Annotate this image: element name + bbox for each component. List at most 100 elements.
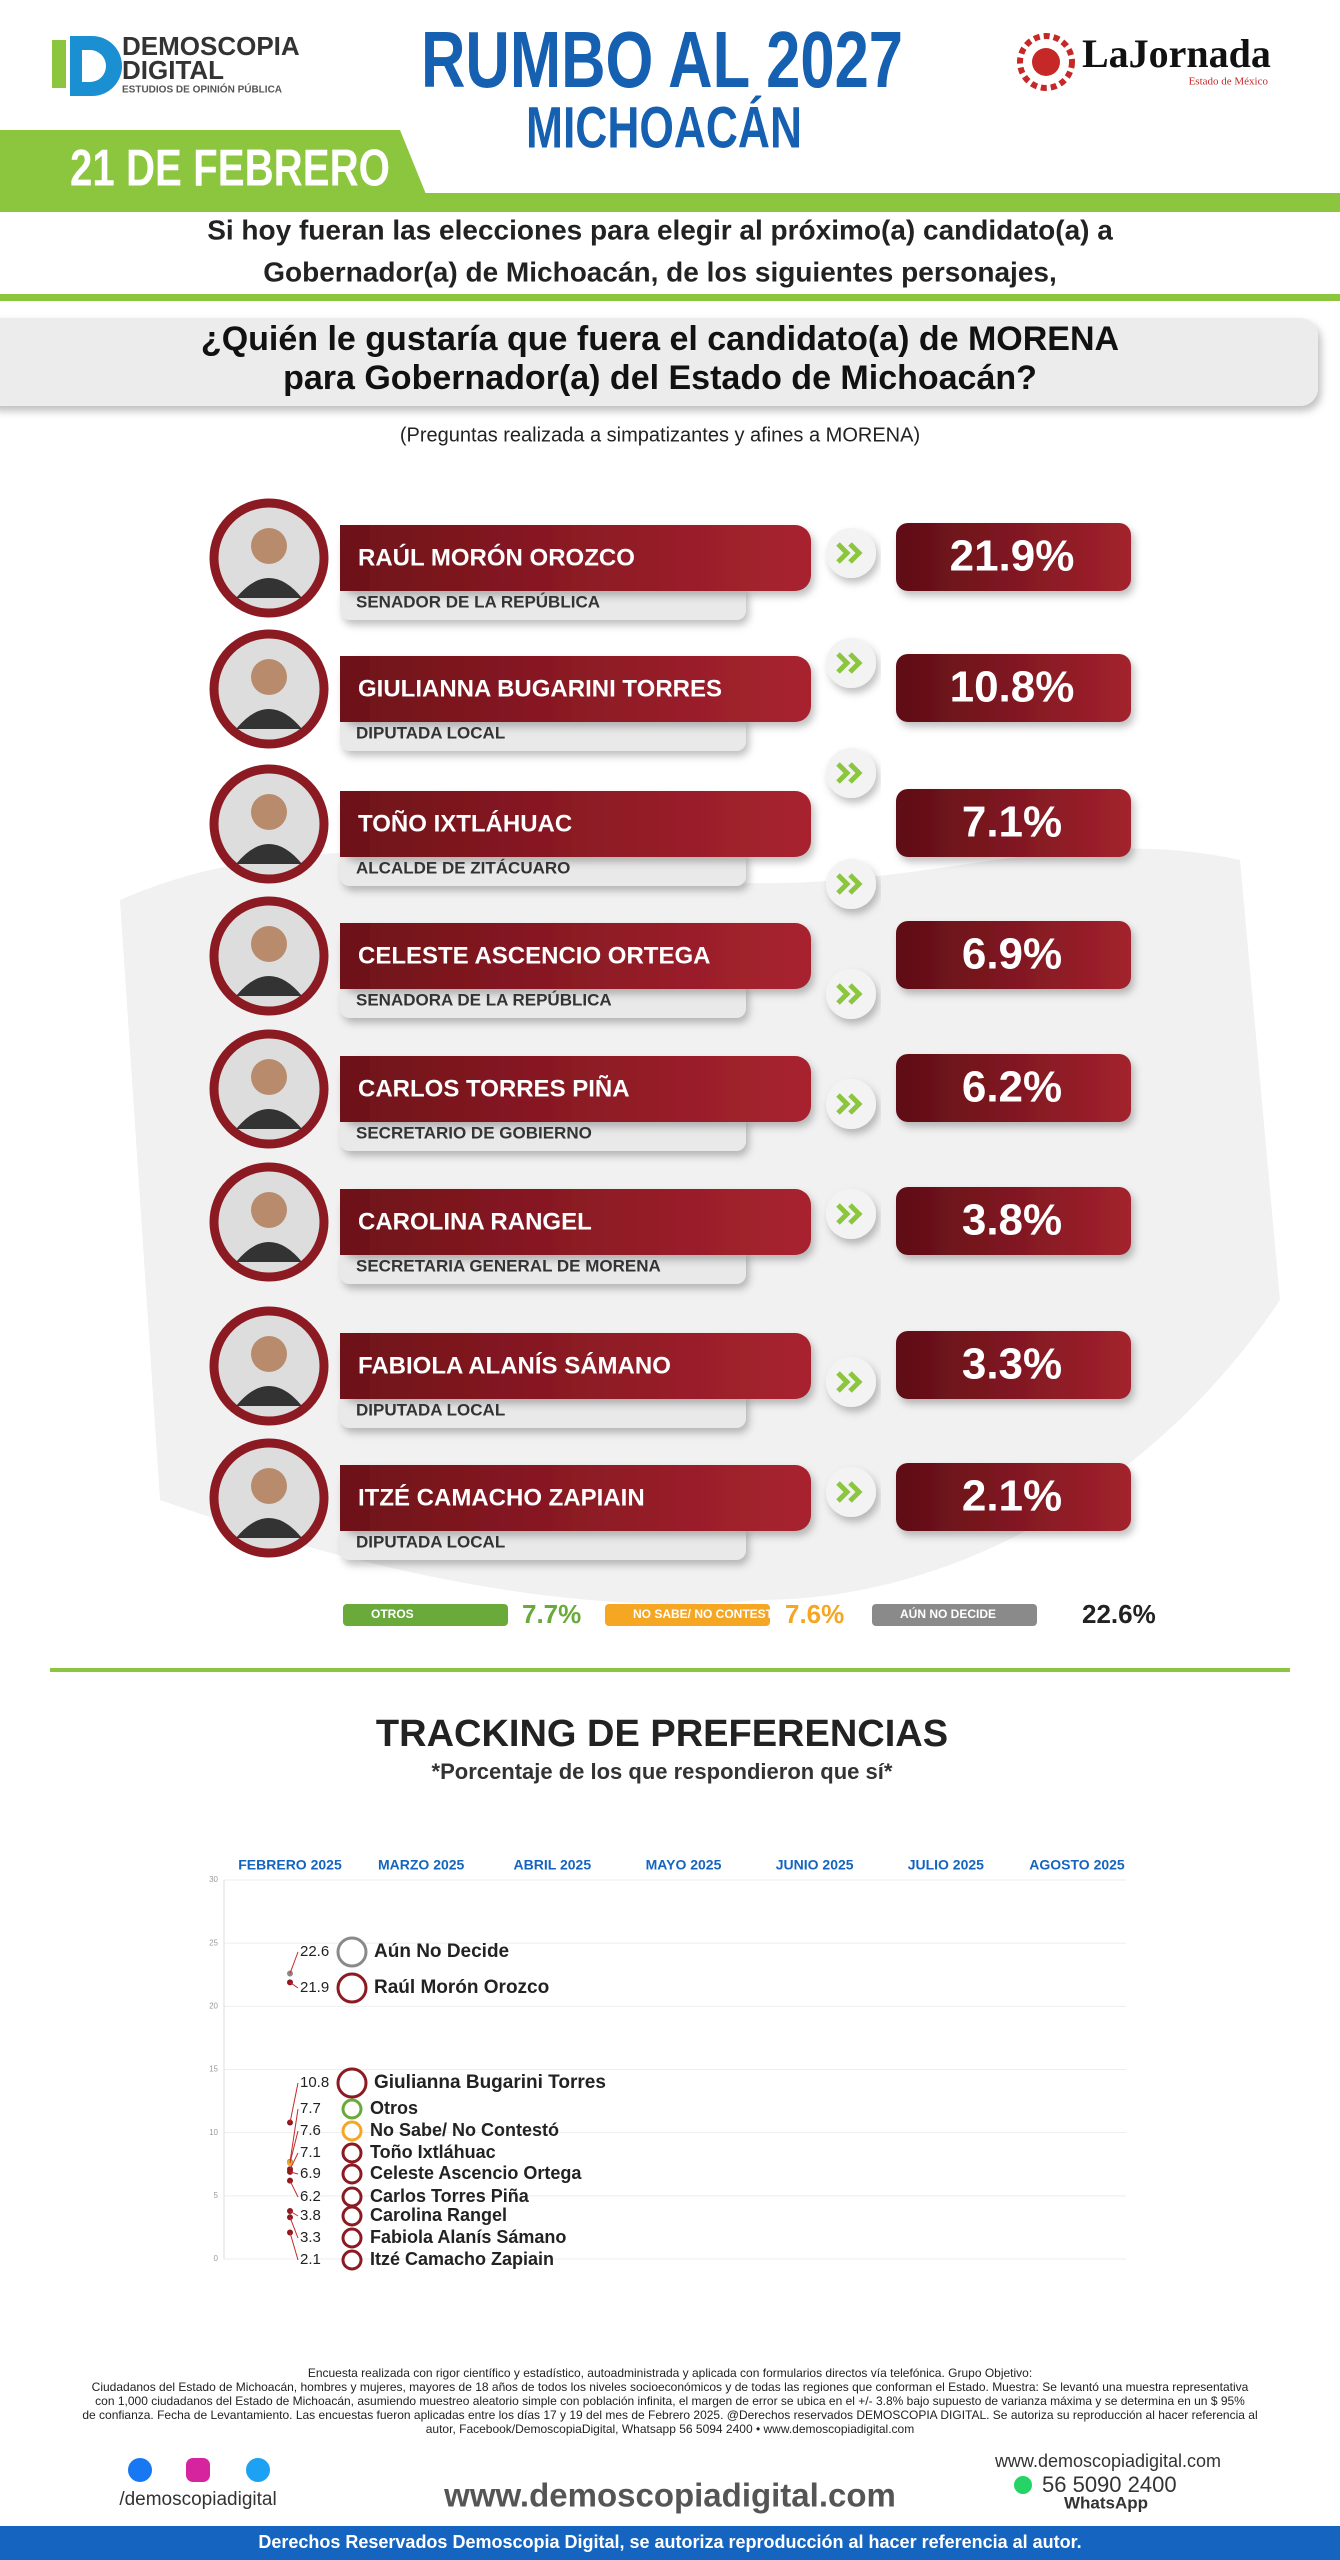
photo-head (251, 528, 287, 564)
name-bar-edge (340, 525, 370, 591)
main-subtitle: MICHOACÁN (526, 95, 802, 160)
contact-site[interactable]: www.demoscopiadigital.com (994, 2451, 1221, 2471)
intro-line: Si hoy fueran las elecciones para elegir… (207, 214, 1113, 245)
candidate-name: ITZÉ CAMACHO ZAPIAIN (358, 1483, 645, 1511)
candidate-row: TOÑO IXTLÁHUAC ALCALDE DE ZITÁCUARO 7.1% (209, 764, 1131, 886)
section-divider (50, 1668, 1290, 1672)
candidate-role: ALCALDE DE ZITÁCUARO (356, 858, 570, 877)
photo-head (251, 1192, 287, 1228)
x-tick-label: MAYO 2025 (646, 1857, 722, 1873)
arrow-chevrons (836, 762, 863, 784)
legend-name: Toño Ixtláhuac (370, 2142, 496, 2162)
instagram-icon[interactable] (186, 2458, 210, 2482)
photo-head (251, 659, 287, 695)
whatsapp-icon (1014, 2476, 1032, 2494)
arrow-circle (826, 638, 876, 688)
leader-line (289, 2082, 299, 2123)
chart-title: TRACKING DE PREFERENCIAS (376, 1713, 948, 1755)
facebook-icon[interactable] (128, 2458, 152, 2482)
partner-emblem (1017, 33, 1075, 91)
candidate-result: 6.2% (962, 1063, 1062, 1112)
candidate-row: ITZÉ CAMACHO ZAPIAIN DIPUTADA LOCAL 2.1% (209, 1438, 1131, 1560)
y-tick-label: 20 (209, 2001, 218, 2010)
y-tick-label: 25 (209, 1938, 218, 1947)
legend-icon (341, 2163, 363, 2185)
photo-head (251, 1059, 287, 1095)
name-bar (340, 1189, 811, 1255)
candidate-result: 6.9% (962, 930, 1062, 979)
leader-line (289, 2152, 299, 2170)
phone: 56 5090 2400 (1042, 2472, 1177, 2497)
candidate-result: 21.9% (950, 532, 1075, 581)
website[interactable]: www.demoscopiadigital.com (443, 2477, 896, 2514)
logo-d-inner (82, 50, 106, 82)
legend-name: Fabiola Alanís Sámano (370, 2227, 566, 2247)
photo-body (236, 1242, 302, 1262)
rights-bar (0, 2526, 1340, 2560)
arrow-chevrons (836, 1203, 863, 1225)
other-label: OTROS (371, 1607, 414, 1621)
value-label: 7.7 (300, 2100, 321, 2117)
arrow-circle (826, 528, 876, 578)
candidate-result: 10.8% (950, 663, 1075, 712)
legend-name: Celeste Ascencio Ortega (370, 2163, 582, 2183)
candidate-role: DIPUTADA LOCAL (356, 723, 505, 742)
methodology-line: Ciudadanos del Estado de Michoacán, homb… (92, 2380, 1249, 2394)
y-tick-label: 30 (209, 1875, 218, 1884)
legend-name: Itzé Camacho Zapiain (370, 2249, 554, 2269)
candidate-name: GIULIANNA BUGARINI TORRES (358, 675, 722, 702)
x-tick-label: AGOSTO 2025 (1029, 1857, 1125, 1873)
photo-body (236, 1386, 302, 1406)
role-bar (340, 1115, 746, 1151)
methodology-line: de confianza. Fecha de Levantamiento. La… (82, 2408, 1257, 2422)
social-handle: /demoscopiadigital (119, 2489, 276, 2510)
methodology-line: con 1,000 ciudadanos del Estado de Micho… (95, 2394, 1245, 2408)
brand-name-2: DIGITAL (122, 55, 224, 85)
result-box (896, 789, 1131, 857)
value-label: 6.2 (300, 2188, 321, 2205)
arrow-circle (826, 748, 876, 798)
name-bar-edge (340, 1465, 370, 1531)
other-bar (343, 1604, 508, 1626)
candidate-result: 7.1% (962, 798, 1062, 847)
result-box (896, 1054, 1131, 1122)
arrow-circle (826, 1079, 876, 1129)
other-result: 7.6% (785, 1599, 844, 1629)
candidate-result: 3.8% (962, 1196, 1062, 1245)
other-bar (872, 1604, 1037, 1626)
date-banner (0, 130, 430, 204)
role-bar (340, 850, 746, 886)
note: (Preguntas realizada a simpatizantes y a… (400, 424, 920, 446)
x-tick-label: JULIO 2025 (908, 1857, 984, 1873)
legend-icon (341, 2227, 363, 2249)
arrow-chevrons (836, 542, 863, 564)
name-bar-edge (340, 1189, 370, 1255)
arrow-circle (826, 1189, 876, 1239)
arrow-chevrons (836, 1481, 863, 1503)
photo-head (251, 926, 287, 962)
candidate-name: CELESTE ASCENCIO ORTEGA (358, 942, 710, 969)
candidate-role: SECRETARIA GENERAL DE MORENA (356, 1256, 661, 1275)
legend-icon (341, 2186, 363, 2208)
candidate-row: FABIOLA ALANÍS SÁMANO DIPUTADA LOCAL 3.3% (209, 1306, 1131, 1428)
photo-head (251, 1468, 287, 1504)
role-bar (340, 982, 746, 1018)
candidate-result: 3.3% (962, 1340, 1062, 1389)
leader-line (289, 2108, 299, 2162)
value-label: 7.6 (300, 2122, 321, 2139)
brand-tagline: ESTUDIOS DE OPINIÓN PÚBLICA (122, 83, 282, 96)
arrow-chevrons (836, 1371, 863, 1393)
leader-line (289, 2180, 299, 2198)
y-tick-label: 15 (209, 2065, 218, 2074)
candidate-role: SECRETARIO DE GOBIERNO (356, 1123, 592, 1142)
candidate-result: 2.1% (962, 1472, 1062, 1521)
x-tick-label: JUNIO 2025 (776, 1857, 854, 1873)
y-tick-label: 5 (214, 2191, 219, 2200)
value-label: 6.9 (300, 2165, 321, 2182)
x-tick-label: ABRIL 2025 (514, 1857, 592, 1873)
legend-name: Carlos Torres Piña (370, 2186, 530, 2206)
photo-head (251, 794, 287, 830)
date: 21 DE FEBRERO (70, 140, 390, 198)
twitter-icon[interactable] (246, 2458, 270, 2482)
role-bar (340, 1248, 746, 1284)
